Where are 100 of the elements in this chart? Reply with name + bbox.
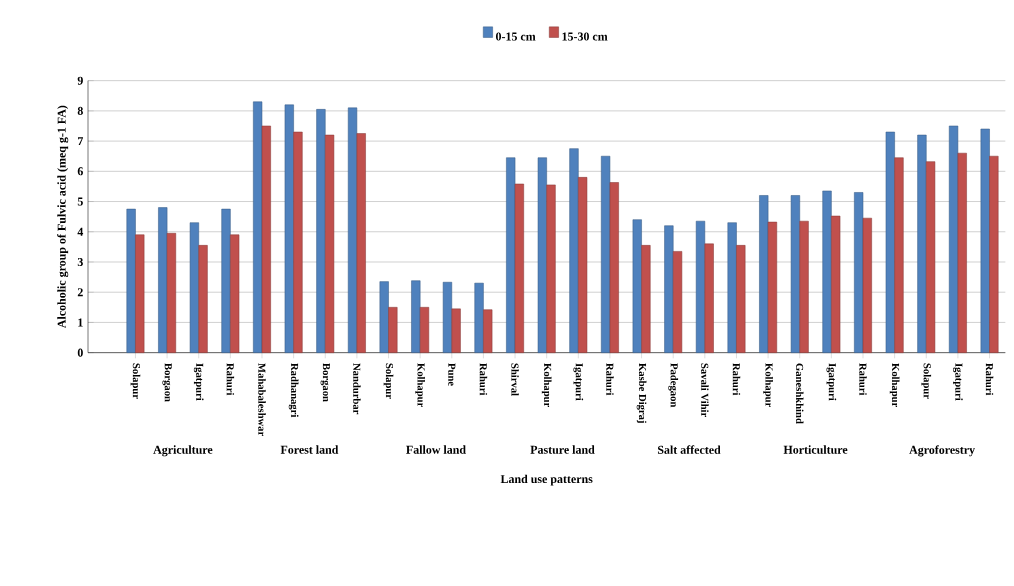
bar (759, 195, 769, 353)
bar (537, 157, 547, 353)
bar (601, 155, 611, 353)
legend-label: 15-30 cm (562, 32, 608, 41)
x-tick-label: Savali Vihir (701, 363, 709, 417)
x-tick-label: Rahuri (985, 363, 994, 396)
text: Agroforestry (909, 445, 975, 457)
x-tick-label: Shirval (511, 363, 519, 396)
y-tick-label: 1 (78, 318, 83, 327)
bar (790, 195, 801, 353)
bar (917, 134, 927, 353)
x-tick-label: Kolhapur (763, 363, 773, 408)
bar (198, 245, 208, 353)
bar (126, 208, 136, 353)
text: Salt affected (657, 445, 721, 454)
text: Agriculture (153, 445, 213, 457)
bar (230, 234, 240, 353)
x-tick-label: Borgaon (162, 363, 172, 402)
bar (831, 215, 841, 353)
text: Pasture land (530, 445, 595, 454)
bar (854, 192, 864, 353)
bar (926, 161, 936, 353)
bar (356, 133, 366, 353)
x-tick-label: Rahuri (479, 363, 488, 396)
bar (704, 243, 714, 353)
bar (672, 251, 683, 353)
bar (641, 245, 651, 353)
bar (948, 125, 959, 353)
x-tick-label: Mahabaleshwar (258, 363, 266, 436)
bar (727, 222, 737, 353)
bar (822, 190, 832, 353)
y-tick-label: 8 (77, 106, 83, 115)
bar (736, 245, 746, 353)
y-tick-label: 3 (77, 257, 83, 267)
bar (957, 152, 967, 353)
y-tick-label: 6 (77, 167, 83, 176)
bar (293, 131, 303, 353)
bar (419, 307, 430, 353)
bar (284, 104, 294, 353)
bar (885, 131, 895, 353)
bar (411, 280, 421, 353)
bar (474, 282, 484, 353)
x-tick-label: Rahuri (732, 363, 741, 396)
bar (506, 157, 516, 353)
x-tick-label: Pune (448, 363, 456, 386)
bar (261, 125, 271, 353)
bar (324, 134, 335, 353)
x-tick-label: Igatpuri (826, 363, 837, 401)
y-tick-label: 0 (77, 348, 83, 357)
bar (388, 307, 398, 353)
text: Fallow land (406, 445, 466, 454)
bar (135, 234, 145, 353)
bar (189, 222, 199, 353)
x-tick-label: Igatpuri (573, 363, 584, 401)
x-tick-label: Solapur (383, 363, 394, 399)
bar (632, 219, 642, 353)
bar (862, 217, 872, 353)
x-tick-label: Solapur (921, 363, 932, 399)
bar (158, 207, 168, 353)
bar (316, 109, 326, 353)
x-tick-label: Rahuri (606, 363, 614, 396)
bar (546, 184, 556, 353)
y-tick-label: 5 (77, 197, 83, 206)
x-tick-label: Kolhapur (889, 363, 900, 408)
y-tick-label: 9 (77, 76, 83, 85)
bar (569, 148, 579, 353)
x-tick-label: Nandurbar (353, 363, 361, 415)
x-tick-label: Kolhapur (415, 363, 425, 408)
x-tick-label: Rahuri (226, 363, 235, 396)
bar (664, 225, 674, 353)
bar (442, 281, 453, 353)
y-tick-label: 2 (77, 288, 83, 297)
bar (379, 281, 389, 353)
bar (483, 309, 493, 353)
bar (451, 308, 461, 353)
legend-label: 0-15 cm (495, 32, 536, 41)
x-tick-label: Ganeshkhind (796, 363, 804, 424)
bar (347, 107, 358, 353)
bar (609, 182, 619, 353)
x-tick-label: Radhanagri (288, 363, 299, 418)
x-tick-label: Kasbe Digraj (636, 363, 647, 423)
bar (578, 177, 588, 353)
bar (221, 208, 231, 353)
x-tick-label: Igatpuri (193, 363, 204, 401)
bar (799, 220, 809, 353)
y-axis-title: Alcoholic group of Fulvic acid (meq g-1 FA) (57, 105, 69, 329)
x-axis-title: Land use patterns (500, 474, 593, 486)
bar (989, 155, 999, 353)
bar (894, 157, 904, 353)
text: Forest land (280, 445, 339, 454)
bar (166, 233, 177, 353)
bar (767, 221, 778, 353)
x-tick-label: Borgaon (320, 363, 330, 402)
x-tick-label: Padegaon (668, 363, 679, 408)
y-tick-label: 4 (77, 227, 84, 236)
x-tick-label: Kolhapur (541, 363, 552, 408)
text: Horticulture (783, 445, 848, 454)
x-tick-label: Solapur (130, 363, 141, 399)
bar (514, 183, 524, 353)
x-tick-label: Rahuri (859, 363, 867, 396)
